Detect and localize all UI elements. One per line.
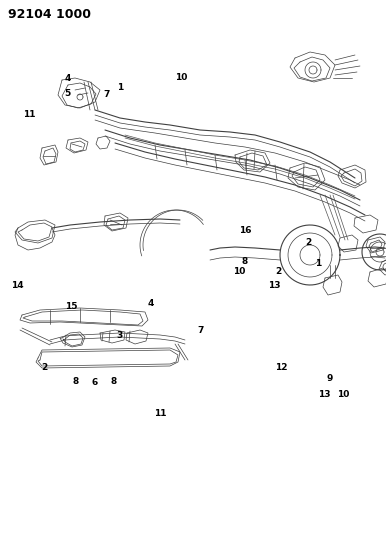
Text: 10: 10 <box>337 390 350 399</box>
Text: 3: 3 <box>117 332 123 340</box>
Text: 10: 10 <box>233 268 245 276</box>
Text: 4: 4 <box>147 300 154 308</box>
Text: 9: 9 <box>327 374 333 383</box>
Text: 2: 2 <box>275 268 281 276</box>
Text: 1: 1 <box>117 84 123 92</box>
Text: 13: 13 <box>268 281 280 289</box>
Text: 5: 5 <box>64 89 71 98</box>
Text: 16: 16 <box>239 226 251 235</box>
Text: 14: 14 <box>11 281 24 289</box>
Text: 2: 2 <box>41 364 47 372</box>
Text: 15: 15 <box>65 302 78 311</box>
Text: 4: 4 <box>64 75 71 83</box>
Text: 8: 8 <box>72 377 78 385</box>
Text: 92104 1000: 92104 1000 <box>8 8 91 21</box>
Text: 11: 11 <box>23 110 35 119</box>
Text: 7: 7 <box>198 326 204 335</box>
Text: 13: 13 <box>318 390 330 399</box>
Text: 2: 2 <box>306 238 312 247</box>
Text: 6: 6 <box>91 378 98 387</box>
Text: 1: 1 <box>315 260 322 268</box>
Text: 8: 8 <box>111 377 117 385</box>
Text: 10: 10 <box>175 73 188 82</box>
Text: 12: 12 <box>276 364 288 372</box>
Text: 8: 8 <box>242 257 248 265</box>
Text: 11: 11 <box>154 409 166 417</box>
Text: 7: 7 <box>103 91 109 99</box>
